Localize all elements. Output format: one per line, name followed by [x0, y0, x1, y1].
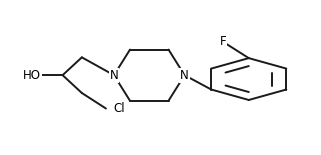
Text: F: F — [220, 35, 226, 48]
Text: HO: HO — [23, 69, 41, 82]
Text: Cl: Cl — [113, 102, 125, 115]
Text: N: N — [180, 69, 189, 82]
Text: N: N — [109, 69, 118, 82]
